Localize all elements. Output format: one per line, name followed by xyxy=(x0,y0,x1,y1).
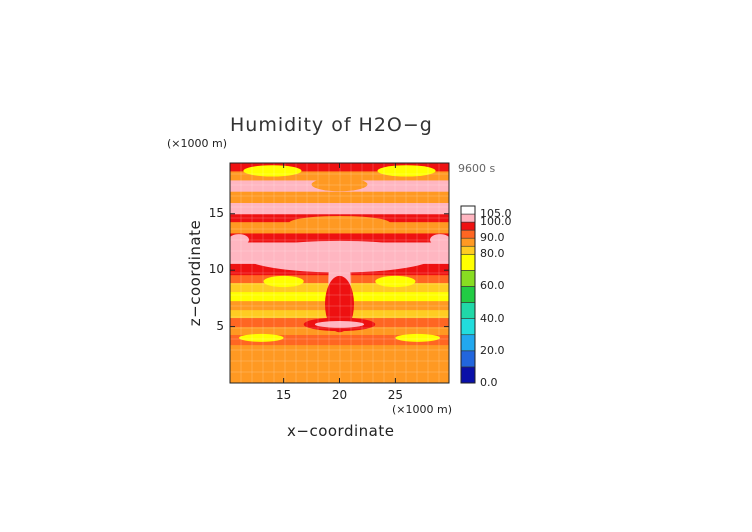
axis-ticks xyxy=(230,163,449,383)
colorbar-level-10 xyxy=(460,229,476,239)
band-18 xyxy=(230,191,449,203)
colorbar-tick-label: 90.0 xyxy=(480,231,505,245)
colorbar-tick-label: 105.0 xyxy=(480,207,512,221)
colorbar-tick-label: 40.0 xyxy=(480,311,505,325)
band-14 xyxy=(230,232,449,243)
feature-13 xyxy=(230,234,249,246)
colorbar-level-2 xyxy=(460,334,476,352)
colorbar-level-6 xyxy=(460,270,476,287)
band-3 xyxy=(230,344,449,356)
band-2 xyxy=(230,354,449,366)
y-axis-unit: (×1000 m) xyxy=(167,137,228,150)
feature-10 xyxy=(377,165,436,177)
colorbar-level-7 xyxy=(460,253,476,271)
colorbar-tick-label: 0.0 xyxy=(480,376,498,389)
colorbar-level-4 xyxy=(460,302,476,319)
x-tick-label: 15 xyxy=(275,388,292,402)
chart-title: Humidity of H2O−g xyxy=(230,114,433,136)
feature-9 xyxy=(243,165,302,177)
colorbar-frame xyxy=(460,205,476,384)
colorbar-tick-label: 20.0 xyxy=(480,343,505,357)
y-tick-label: 10 xyxy=(208,262,224,277)
feature-4 xyxy=(311,177,368,192)
feature-3 xyxy=(289,216,390,230)
colorbar-level-12 xyxy=(460,213,476,223)
y-tick-label: 15 xyxy=(208,205,224,220)
feature-11 xyxy=(238,333,284,342)
feature-7 xyxy=(263,275,304,288)
feature-12 xyxy=(395,333,441,342)
x-tick-label: 25 xyxy=(387,388,403,402)
colorbar-level-9 xyxy=(460,237,476,247)
grid xyxy=(229,162,449,384)
band-20 xyxy=(230,170,449,181)
colorbar-level-3 xyxy=(460,318,476,336)
colorbar-level-1 xyxy=(460,350,476,368)
y-tick-label: 5 xyxy=(216,318,224,333)
band-4 xyxy=(230,334,449,346)
colorbar-tick-label: 60.0 xyxy=(480,279,505,293)
colorbar-level-11 xyxy=(460,221,476,231)
colorbar-level-8 xyxy=(460,245,476,255)
colorbar-level-5 xyxy=(460,286,476,303)
colorbar-tick-label: 100.0 xyxy=(480,215,512,229)
x-tick-label: 20 xyxy=(331,388,348,402)
time-label: 9600 s xyxy=(458,162,496,175)
x-axis-unit: (×1000 m) xyxy=(392,403,453,416)
x-axis-label: x−coordinate xyxy=(287,422,395,440)
feature-8 xyxy=(375,275,416,288)
colorbar-level-0 xyxy=(460,366,476,384)
band-17 xyxy=(230,202,449,215)
heatmap-field xyxy=(230,163,449,383)
colorbar-level-13 xyxy=(460,205,476,215)
band-1 xyxy=(230,364,449,375)
colorbar xyxy=(460,205,476,384)
feature-14 xyxy=(430,234,449,246)
feature-6 xyxy=(314,320,365,328)
colorbar-tick-label: 80.0 xyxy=(480,247,505,261)
